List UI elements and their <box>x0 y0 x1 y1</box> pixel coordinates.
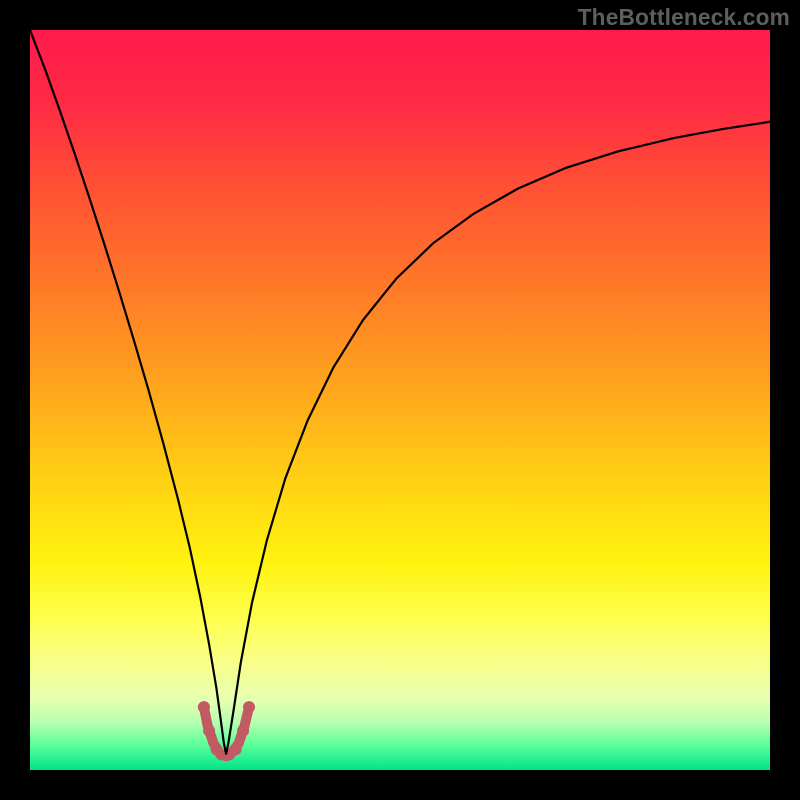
chart-stage: TheBottleneck.com <box>0 0 800 800</box>
bottleneck-chart <box>0 0 800 800</box>
watermark-text: TheBottleneck.com <box>578 4 790 31</box>
